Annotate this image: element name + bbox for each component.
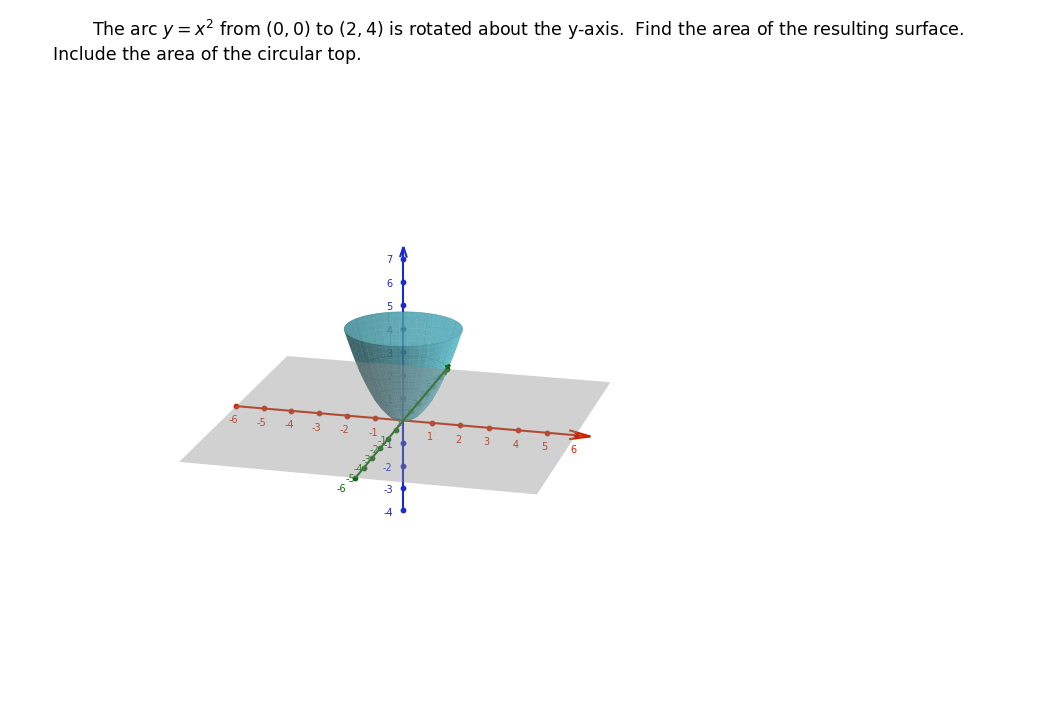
Text: Include the area of the circular top.: Include the area of the circular top. <box>53 46 361 64</box>
Text: The arc $y = x^2$ from $(0, 0)$ to $(2, 4)$ is rotated about the y-axis.  Find t: The arc $y = x^2$ from $(0, 0)$ to $(2, … <box>92 18 964 41</box>
